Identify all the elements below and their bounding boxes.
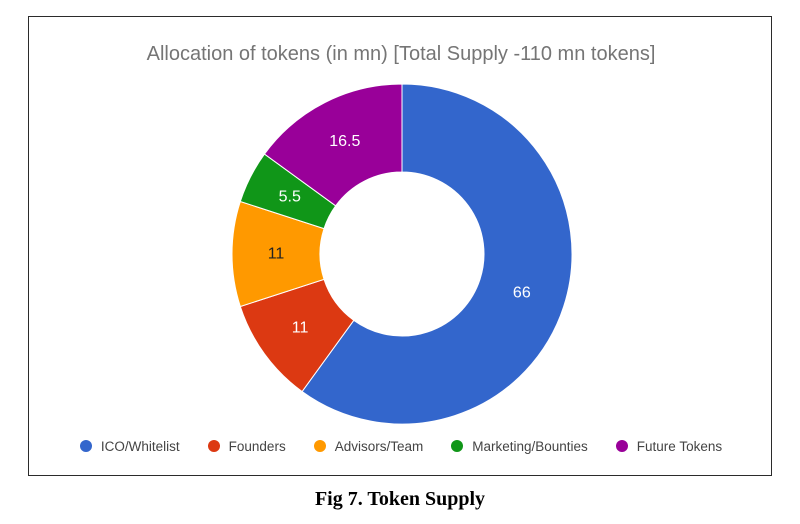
- legend-swatch: [79, 440, 92, 452]
- chart-title: Allocation of tokens (in mn) [Total Supp…: [146, 43, 656, 65]
- legend-item-advisors-team: Advisors/Team: [313, 438, 424, 454]
- legend-item-founders: Founders: [207, 438, 286, 454]
- slice-future-tokens: [263, 83, 403, 207]
- data-label-founders: 11: [292, 320, 309, 337]
- data-label-marketing-bounties: 5.5: [279, 188, 301, 205]
- slice-ico-whitelist: [301, 83, 573, 425]
- legend-label: Future Tokens: [636, 438, 723, 454]
- legend-swatch: [451, 440, 464, 452]
- chart-legend: ICO/Whitelist Founders Advisors/Team Market…: [29, 435, 773, 457]
- data-label-future-tokens: 16.5: [329, 133, 360, 150]
- legend-swatch: [313, 440, 326, 452]
- legend-label: Marketing/Bounties: [472, 438, 588, 454]
- chart-container: Allocation of tokens (in mn) [Total Supp…: [28, 16, 772, 476]
- figure-caption: Fig 7. Token Supply: [314, 488, 486, 510]
- data-label-ico-whitelist: 66: [513, 284, 531, 301]
- legend-label: ICO/Whitelist: [100, 438, 180, 454]
- legend-label: Advisors/Team: [334, 438, 424, 454]
- legend-item-marketing-bounties: Marketing/Bounties: [451, 439, 588, 454]
- legend-swatch: [615, 440, 628, 452]
- legend-item-ico-whitelist: ICO/Whitelist: [79, 438, 180, 454]
- donut-chart: 66 11 11 5.5 16.5: [231, 83, 573, 425]
- legend-swatch: [207, 440, 220, 452]
- data-label-advisors-team: 11: [268, 246, 285, 263]
- legend-item-future-tokens: Future Tokens: [615, 438, 723, 454]
- legend-label: Founders: [228, 438, 286, 454]
